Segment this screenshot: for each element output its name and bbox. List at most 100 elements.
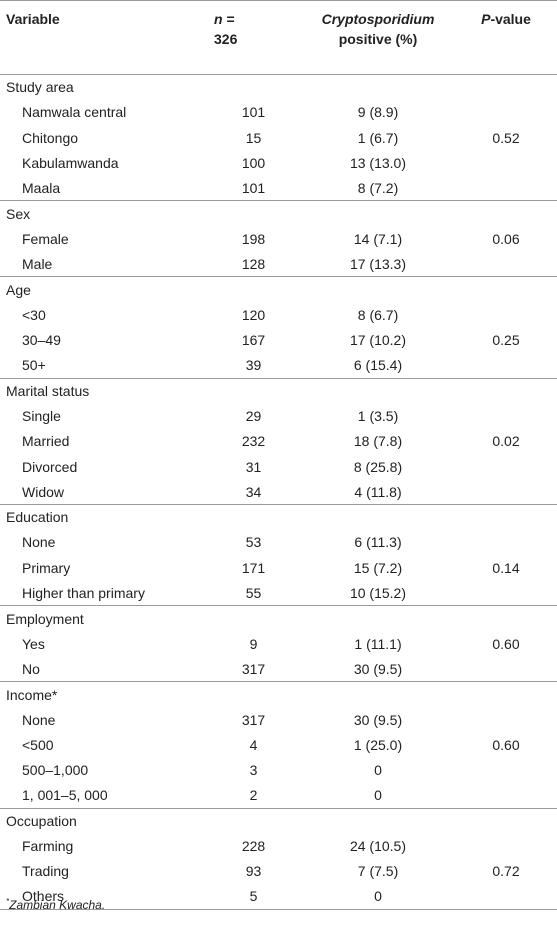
- row-label: Kabulamwanda: [22, 155, 119, 172]
- header-p-value: P-value: [455, 1, 557, 75]
- header-cryptosporidium-name: Cryptosporidium: [321, 11, 435, 27]
- table-row: Divorced 31 8 (25.8): [0, 454, 557, 479]
- table-row: Primary 171 15 (7.2) 0.14: [0, 555, 557, 580]
- row-p-value: 0.60: [492, 635, 520, 652]
- group-header-row: Age: [0, 276, 557, 302]
- table-row: Married 232 18 (7.8) 0.02: [0, 429, 557, 454]
- row-positive: 15 (7.2): [353, 559, 403, 576]
- row-positive: 1 (25.0): [353, 736, 403, 753]
- row-n: 3: [249, 762, 258, 779]
- row-n: 228: [241, 838, 266, 855]
- row-label: 50+: [22, 357, 46, 374]
- row-p-value: [455, 479, 557, 504]
- row-n: 9: [249, 635, 258, 652]
- group-name: Income*: [6, 686, 58, 703]
- data-table: Variable n = 326 Cryptosporidium positive …: [0, 0, 557, 910]
- row-p-value: [455, 150, 557, 175]
- row-positive: 14 (7.1): [353, 230, 403, 247]
- row-p-value: 0.25: [492, 332, 520, 349]
- table-row: Kabulamwanda 100 13 (13.0): [0, 150, 557, 175]
- table-row: 30–49 167 17 (10.2) 0.25: [0, 327, 557, 352]
- row-n: 5: [249, 888, 258, 905]
- row-p-value: [455, 403, 557, 428]
- group-header-row: Employment: [0, 605, 557, 631]
- header-row: Variable n = 326 Cryptosporidium positive …: [0, 0, 557, 75]
- table-row: <500 4 1 (25.0) 0.60: [0, 732, 557, 757]
- row-positive: 30 (9.5): [353, 660, 403, 677]
- row-positive: 0: [374, 787, 382, 804]
- row-n: 317: [241, 711, 266, 728]
- row-n: 29: [245, 408, 262, 424]
- row-positive: 1 (11.1): [354, 635, 402, 652]
- row-positive: 0: [374, 762, 382, 779]
- table-row: No 317 30 (9.5): [0, 656, 557, 681]
- row-n: 39: [245, 357, 262, 374]
- group-name: Employment: [6, 610, 84, 627]
- table-footnote: *Zambian Kwacha.: [6, 897, 105, 912]
- table-row: Female 198 14 (7.1) 0.06: [0, 226, 557, 251]
- row-n: 93: [245, 863, 262, 880]
- row-label: 30–49: [22, 332, 61, 349]
- row-n: 232: [241, 433, 266, 450]
- row-positive: 24 (10.5): [349, 838, 407, 855]
- row-p-value: [455, 100, 557, 125]
- group-name: Occupation: [6, 813, 77, 829]
- row-positive: 8 (7.2): [357, 180, 399, 197]
- row-label: Trading: [22, 863, 69, 880]
- group-name: Marital status: [6, 382, 90, 399]
- group-header-row: Occupation: [0, 808, 557, 833]
- row-p-value: [455, 580, 557, 605]
- row-label: Higher than primary: [22, 584, 145, 601]
- header-p-symbol: P: [481, 11, 491, 27]
- row-positive: 4 (11.8): [354, 483, 402, 500]
- row-positive: 1 (3.5): [357, 408, 399, 424]
- row-positive: 18 (7.8): [353, 433, 403, 450]
- row-label: Namwala central: [22, 104, 127, 121]
- row-label: Primary: [22, 559, 71, 576]
- row-label: Widow: [22, 483, 65, 500]
- table-row: Chitongo 15 1 (6.7) 0.52: [0, 125, 557, 150]
- header-cryptosporidium: Cryptosporidium positive (%): [301, 1, 455, 75]
- row-label: Maala: [22, 180, 61, 197]
- row-p-value: [455, 707, 557, 732]
- row-n: 120: [241, 306, 266, 323]
- row-positive: 0: [374, 888, 382, 905]
- row-n: 31: [245, 458, 262, 475]
- header-n-symbol: n: [214, 11, 223, 27]
- row-p-value: 0.72: [492, 863, 520, 880]
- group-header-row: Income*: [0, 681, 557, 707]
- header-variable: Variable: [6, 11, 60, 27]
- footnote-mark: *: [6, 897, 10, 906]
- row-n: 101: [241, 180, 266, 197]
- row-label: Farming: [22, 838, 74, 855]
- row-positive: 10 (15.2): [349, 584, 407, 601]
- group-name: Age: [6, 281, 31, 298]
- header-n: n = 326: [206, 1, 301, 75]
- row-p-value: 0.52: [492, 129, 520, 146]
- table-body: Study area Namwala central 101 9 (8.9) Chito…: [0, 75, 557, 910]
- row-positive: 8 (6.7): [357, 306, 399, 323]
- group-name: Education: [6, 509, 69, 526]
- table-row: Yes 9 1 (11.1) 0.60: [0, 631, 557, 656]
- row-label: Male: [22, 255, 53, 272]
- row-positive: 17 (13.3): [349, 255, 407, 272]
- row-n: 171: [241, 559, 266, 576]
- row-positive: 8 (25.8): [353, 458, 403, 475]
- table-row: Higher than primary 55 10 (15.2): [0, 580, 557, 605]
- row-p-value: [455, 252, 557, 277]
- group-header-row: Study area: [0, 75, 557, 100]
- table-row: 50+ 39 6 (15.4): [0, 353, 557, 378]
- table-row: Farming 228 24 (10.5): [0, 833, 557, 858]
- row-positive: 9 (8.9): [357, 104, 399, 121]
- row-p-value: [455, 353, 557, 378]
- row-positive: 1 (6.7): [357, 129, 399, 146]
- row-label: <30: [22, 306, 46, 323]
- row-p-value: 0.14: [492, 559, 520, 576]
- table-row: Trading 93 7 (7.5) 0.72: [0, 859, 557, 884]
- group-name: Study area: [6, 79, 74, 96]
- row-positive: 6 (15.4): [353, 357, 403, 374]
- table-row: None 317 30 (9.5): [0, 707, 557, 732]
- row-p-value: [455, 530, 557, 555]
- table-row: None 53 6 (11.3): [0, 530, 557, 555]
